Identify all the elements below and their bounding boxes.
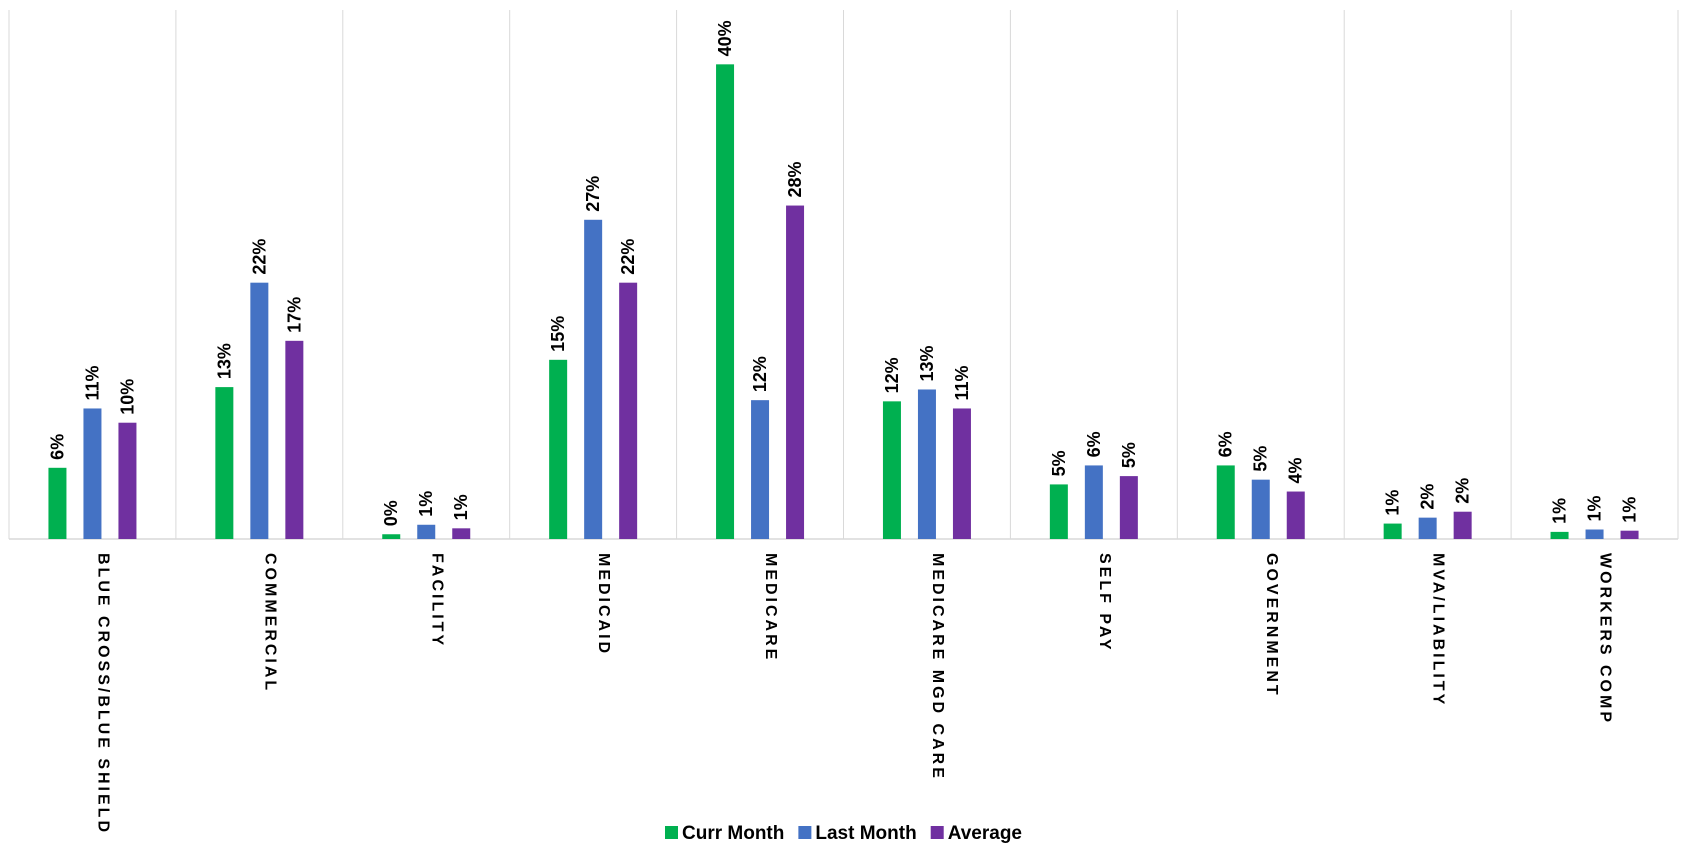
bar bbox=[215, 387, 234, 539]
data-label: 1% bbox=[1383, 490, 1403, 516]
data-label: 0% bbox=[381, 500, 401, 526]
data-label: 22% bbox=[249, 239, 269, 275]
data-label: 6% bbox=[47, 434, 67, 460]
x-tick-label: GOVERNMENT bbox=[1263, 553, 1280, 698]
legend-label: Average bbox=[948, 823, 1022, 844]
bar bbox=[1119, 476, 1138, 539]
bar bbox=[952, 408, 971, 539]
x-tick-label: SELF PAY bbox=[1096, 553, 1113, 653]
bar bbox=[1383, 523, 1402, 539]
data-label: 27% bbox=[583, 176, 603, 212]
data-label: 13% bbox=[917, 345, 937, 381]
data-label: 2% bbox=[1453, 478, 1473, 504]
data-label: 2% bbox=[1418, 484, 1438, 510]
data-label: 5% bbox=[1251, 446, 1271, 472]
bar bbox=[417, 524, 436, 539]
bar bbox=[716, 64, 735, 539]
data-label: 12% bbox=[882, 357, 902, 393]
bar bbox=[1216, 465, 1235, 539]
data-label: 5% bbox=[1049, 450, 1069, 476]
data-label: 11% bbox=[952, 365, 972, 400]
bar bbox=[118, 422, 137, 539]
bar bbox=[1251, 479, 1270, 539]
bar bbox=[285, 340, 304, 539]
data-label: 4% bbox=[1286, 458, 1306, 484]
x-tick-label: MEDICARE MGD CARE bbox=[929, 553, 946, 781]
legend-swatch bbox=[798, 826, 812, 839]
data-label: 1% bbox=[416, 491, 436, 517]
x-tick-label: BLUE CROSS/BLUE SHIELD bbox=[94, 553, 111, 835]
bar bbox=[452, 528, 471, 539]
bar bbox=[549, 359, 568, 539]
data-label: 1% bbox=[1620, 497, 1640, 523]
bar bbox=[1286, 491, 1305, 539]
legend-label: Last Month bbox=[815, 823, 916, 844]
data-label: 11% bbox=[82, 365, 102, 400]
x-tick-label: MVA/LIABILITY bbox=[1430, 553, 1447, 707]
bar bbox=[1620, 530, 1639, 539]
bar bbox=[584, 219, 603, 539]
bar bbox=[83, 408, 102, 539]
bar bbox=[1585, 529, 1604, 539]
bar bbox=[1418, 517, 1437, 539]
bar bbox=[48, 467, 67, 539]
legend: Curr Month Last Month Average bbox=[665, 823, 1022, 844]
bar bbox=[917, 389, 936, 539]
data-label: 28% bbox=[785, 162, 805, 198]
bar bbox=[382, 534, 401, 539]
bar bbox=[1084, 465, 1103, 539]
bar bbox=[250, 282, 269, 539]
bar bbox=[1453, 511, 1472, 539]
legend-swatch bbox=[930, 826, 944, 839]
data-label: 1% bbox=[1550, 498, 1570, 524]
data-label: 15% bbox=[548, 316, 568, 352]
x-tick-label: COMMERCIAL bbox=[261, 553, 278, 693]
data-label: 13% bbox=[214, 343, 234, 379]
bar bbox=[751, 400, 770, 539]
x-tick-label: MEDICARE bbox=[762, 553, 779, 662]
bar bbox=[786, 205, 805, 539]
data-label: 1% bbox=[1585, 495, 1605, 521]
bar bbox=[619, 282, 638, 539]
legend-label: Curr Month bbox=[682, 823, 784, 844]
x-tick-label: MEDICAID bbox=[595, 553, 612, 656]
legend-swatch bbox=[665, 826, 678, 839]
x-tick-label: WORKERS COMP bbox=[1597, 553, 1614, 725]
data-label: 6% bbox=[1216, 431, 1236, 457]
data-label: 1% bbox=[451, 494, 471, 520]
bar bbox=[1550, 531, 1569, 539]
data-label: 12% bbox=[750, 356, 770, 392]
x-tick-label: FACILITY bbox=[428, 553, 445, 648]
data-label: 17% bbox=[284, 297, 304, 333]
data-label: 5% bbox=[1119, 442, 1139, 468]
bar bbox=[882, 401, 901, 539]
data-label: 40% bbox=[715, 20, 735, 56]
data-label: 6% bbox=[1084, 431, 1104, 457]
bar bbox=[1049, 484, 1068, 539]
data-label: 10% bbox=[117, 379, 137, 415]
data-label: 22% bbox=[618, 239, 638, 275]
